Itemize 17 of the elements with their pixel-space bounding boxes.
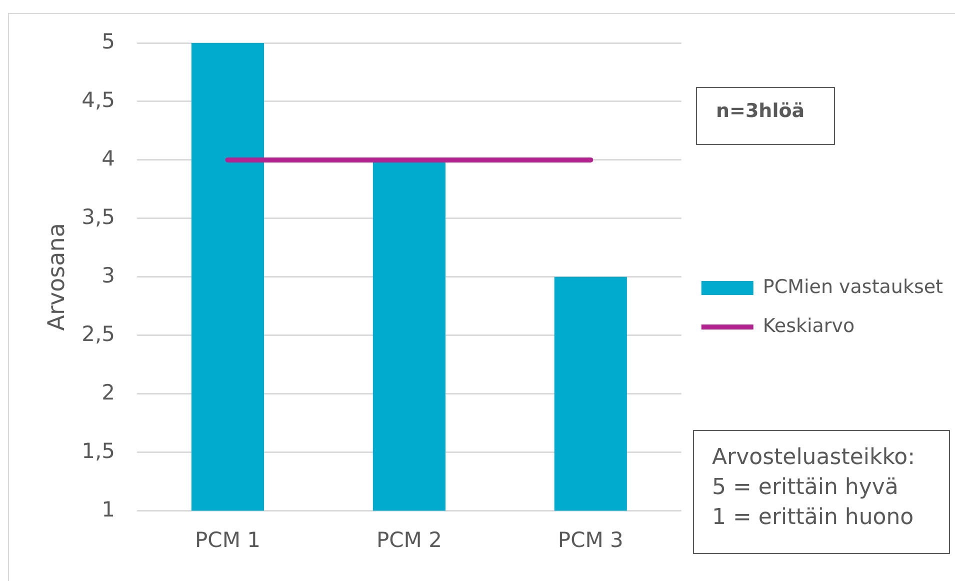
y-axis-title: Arvosana bbox=[44, 223, 70, 331]
y-tick-label: 3 bbox=[102, 263, 115, 288]
x-tick-label: PCM 1 bbox=[194, 528, 260, 552]
legend-label: Keskiarvo bbox=[762, 314, 855, 337]
y-tick-label: 3,5 bbox=[82, 204, 115, 229]
y-tick-label: 2 bbox=[102, 380, 115, 404]
y-tick-label: 4,5 bbox=[82, 88, 115, 112]
x-tick-label: PCM 2 bbox=[376, 528, 442, 552]
y-tick-label: 2,5 bbox=[82, 322, 115, 346]
y-tick-label: 1,5 bbox=[82, 438, 115, 463]
text: Arvosteluasteikko: 5 = erittäin hyvä 1 = erittäin huono bbox=[712, 444, 916, 532]
y-tick-label: 4 bbox=[102, 146, 115, 170]
y-tick-label: 5 bbox=[102, 29, 115, 54]
y-tick-label: 1 bbox=[102, 497, 115, 522]
text: n=3hlöä bbox=[716, 99, 805, 124]
legend-label: PCMien vastaukset bbox=[762, 276, 944, 298]
x-tick-label: PCM 3 bbox=[558, 528, 624, 552]
